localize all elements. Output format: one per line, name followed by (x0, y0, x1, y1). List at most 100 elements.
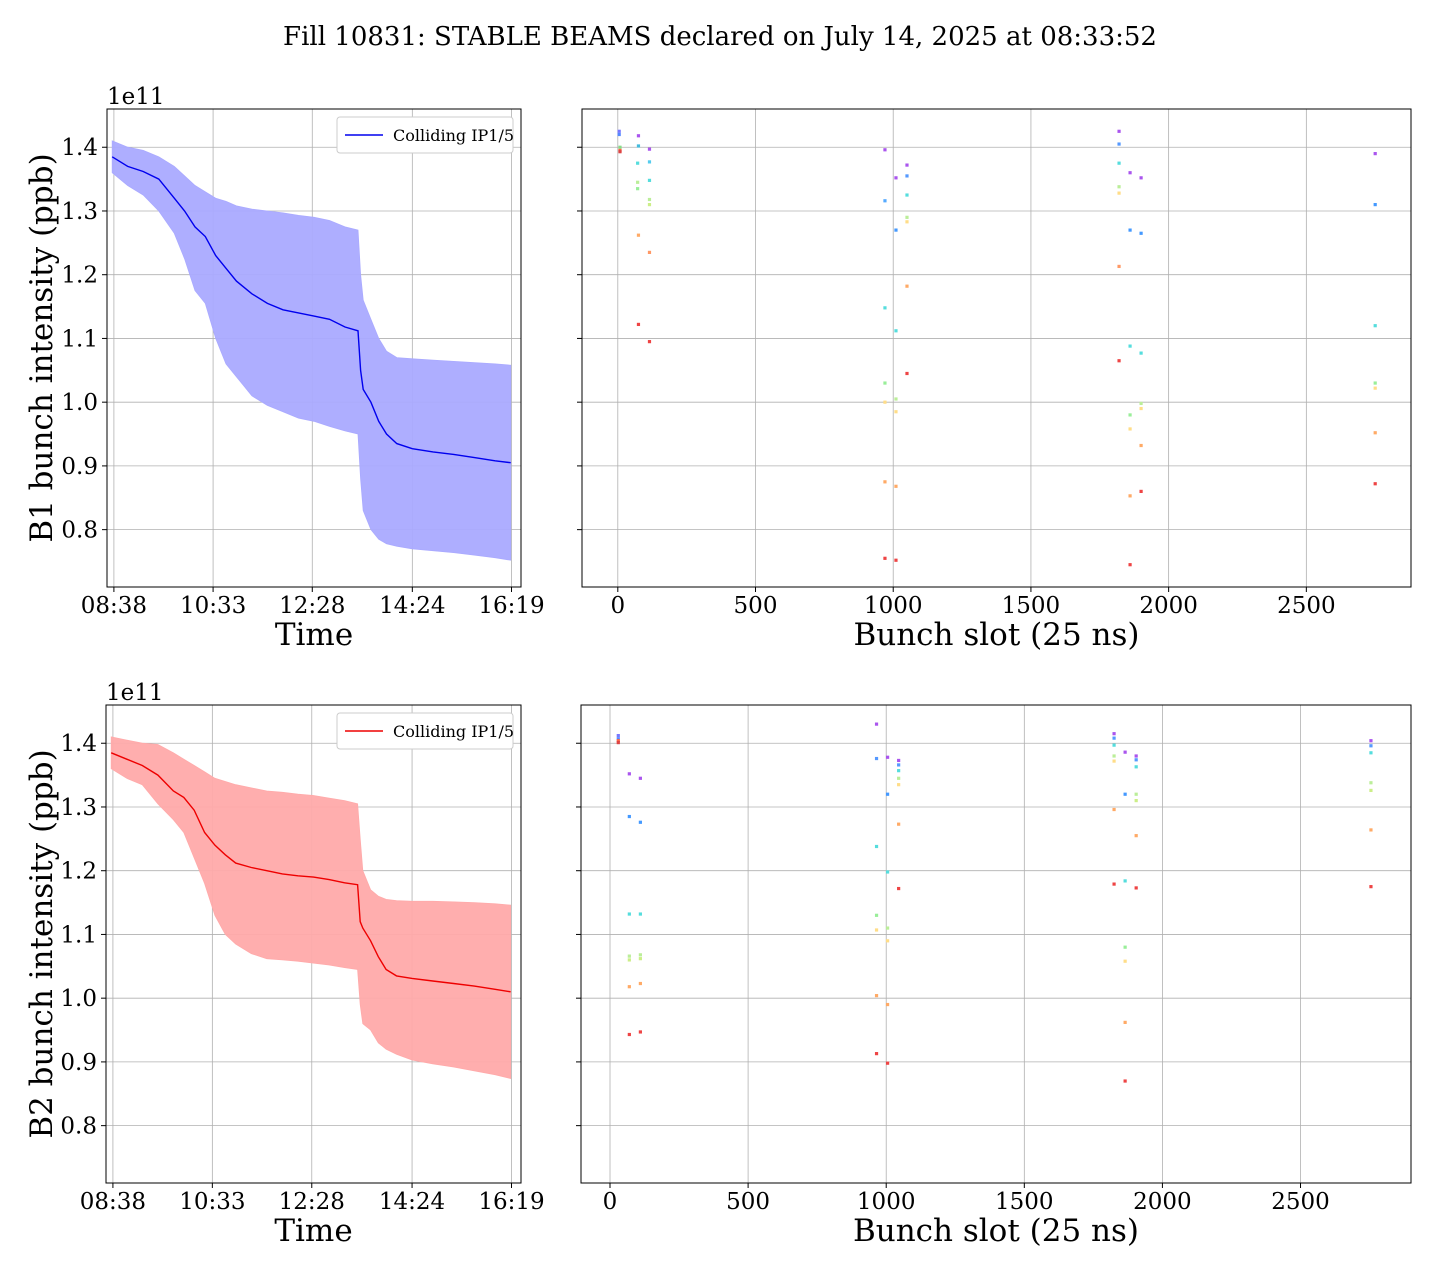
x-tick-label: 10:33 (179, 1189, 245, 1215)
data-point (1128, 563, 1132, 567)
data-point (636, 134, 641, 138)
data-point (905, 284, 909, 288)
data-point (1123, 945, 1127, 949)
data-point (1123, 1020, 1127, 1024)
legend-entry: Colliding IP1/5 (393, 722, 514, 741)
legend-entry: Colliding IP1/5 (393, 126, 514, 145)
x-tick-label: 2500 (1277, 593, 1336, 619)
data-point (627, 772, 631, 776)
data-point (1112, 882, 1116, 886)
x-tick-label: 1500 (1002, 593, 1061, 619)
data-point (1139, 231, 1143, 235)
data-point (647, 197, 652, 202)
data-point (1139, 443, 1143, 448)
data-point (905, 174, 909, 178)
x-tick-label: 08:38 (81, 593, 147, 619)
y-tick-label: 1.4 (61, 135, 98, 161)
spread-band (111, 140, 512, 561)
data-point (638, 776, 642, 780)
data-point (617, 129, 621, 133)
data-point (1112, 736, 1116, 740)
data-point (638, 953, 642, 957)
data-point (1369, 788, 1373, 793)
x-tick-label: 1500 (995, 1189, 1054, 1215)
y-tick-label: 1.0 (60, 986, 97, 1012)
legend-box (336, 712, 514, 750)
data-point (616, 733, 620, 738)
data-point (897, 783, 901, 787)
data-point (638, 1030, 642, 1034)
data-point (1139, 401, 1143, 406)
data-point (1134, 765, 1138, 769)
x-tick-label: 12:28 (279, 593, 345, 619)
x-tick-label: 14:24 (379, 1189, 445, 1215)
x-tick-label: 14:24 (379, 593, 445, 619)
data-point (1369, 751, 1373, 755)
data-point (874, 756, 879, 761)
data-point (636, 161, 640, 165)
data-point (1134, 754, 1138, 758)
data-point (617, 132, 621, 137)
y-tick-label: 1.0 (61, 390, 98, 416)
data-point (1123, 1079, 1127, 1083)
x-tick-label: 12:28 (279, 1189, 345, 1215)
axes-frame (106, 108, 522, 588)
data-point (1369, 739, 1373, 743)
data-point (885, 939, 890, 943)
data-point (1369, 781, 1373, 785)
data-point (883, 480, 887, 484)
y-tick-label: 0.8 (60, 1114, 97, 1140)
data-point (897, 763, 901, 767)
data-point (897, 822, 901, 826)
data-point (1112, 807, 1116, 812)
data-point (883, 148, 887, 152)
x-tick-label: 1000 (864, 593, 923, 619)
data-point (1117, 264, 1121, 269)
data-point (1369, 828, 1373, 832)
data-point (1134, 834, 1138, 838)
data-point (885, 926, 890, 930)
panel-b1_time: 08:38 10:33 12:28 14:24 16:19 0.8 0.9 1.0 1.1 1.2… (24, 84, 545, 653)
figure-title: Fill 10831: STABLE BEAMS declared on Jul… (283, 22, 1157, 52)
data-point (885, 1002, 890, 1007)
y-tick-label: 1.1 (61, 326, 98, 352)
y-tick-label: 1.3 (60, 795, 97, 821)
data-point (636, 180, 640, 184)
data-point (894, 410, 898, 414)
data-point (1128, 494, 1132, 498)
data-point (1373, 381, 1377, 385)
data-point (1117, 185, 1121, 189)
panel-b2_bunch: 0 500 1000 1500 2000 2500 Bunch slot (25 ns) (576, 704, 1412, 1249)
y-offset-label: 1e11 (107, 84, 165, 110)
data-point (636, 187, 640, 191)
data-point (638, 957, 642, 961)
data-point (1139, 406, 1143, 411)
x-tick-label: 2500 (1271, 1189, 1330, 1215)
series-line (110, 752, 511, 993)
data-point (618, 150, 622, 154)
spread-band (110, 736, 511, 1080)
data-point (1134, 799, 1138, 803)
data-point (1128, 344, 1132, 348)
data-point (647, 160, 652, 164)
data-point (894, 397, 898, 401)
legend: Colliding IP1/5 (336, 116, 514, 154)
data-point (1139, 176, 1143, 180)
data-point (1112, 732, 1116, 736)
data-point (1123, 792, 1127, 796)
y-offset-label: 1e11 (106, 680, 164, 706)
y-tick-label: 1.1 (60, 922, 97, 948)
data-point (1134, 758, 1138, 762)
data-point (905, 220, 909, 224)
data-point (885, 792, 890, 796)
y-tick-label: 0.9 (60, 1050, 97, 1076)
data-point (1373, 386, 1377, 390)
data-point (627, 912, 631, 916)
legend-box (336, 116, 514, 154)
x-tick-label: 08:38 (80, 1189, 146, 1215)
data-point (897, 886, 901, 891)
data-point (894, 228, 898, 232)
data-point (894, 484, 898, 488)
data-point (1117, 129, 1121, 133)
y-tick-label: 1.3 (61, 199, 98, 225)
